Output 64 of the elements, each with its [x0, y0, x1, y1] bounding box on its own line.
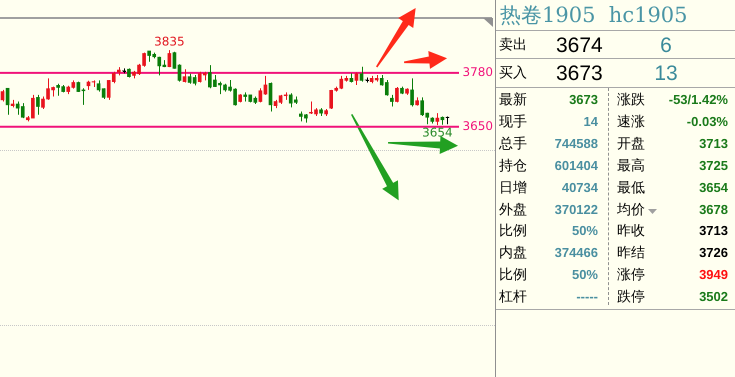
text: 370122 — [554, 200, 598, 218]
text: 内盘 — [499, 244, 527, 262]
text: 昨结 — [617, 244, 645, 262]
text: 最新 — [499, 91, 527, 109]
annotation: 3654 — [422, 125, 453, 140]
text: 比例 — [499, 266, 527, 284]
text: 50% — [570, 222, 598, 240]
text: 日增 — [499, 178, 527, 197]
text: 13 — [653, 62, 679, 86]
text: 3673 — [556, 62, 604, 86]
text: 总手 — [499, 134, 527, 153]
text: 3713 — [698, 134, 728, 153]
text: 均价 — [617, 200, 645, 218]
text: 374466 — [554, 244, 598, 262]
text: 比例 — [499, 222, 527, 240]
y-tick-label: 3650 — [462, 118, 493, 133]
text: 跌停 — [617, 288, 645, 306]
text: 卖出 — [499, 36, 527, 54]
candlestick — [36, 94, 40, 116]
candlestick — [0, 89, 4, 102]
y-tick-label: 3780 — [462, 65, 493, 80]
text: 3502 — [698, 288, 728, 306]
candlestick — [410, 78, 414, 107]
text: 热卷1905 hc1905 — [500, 2, 688, 28]
candlestick — [360, 66, 364, 82]
candlestick — [168, 50, 172, 68]
candlestick — [390, 94, 394, 107]
candlestick — [6, 88, 10, 116]
text: 杠杆 — [499, 288, 527, 306]
text: -53/1.42% — [668, 91, 728, 109]
text: 最低 — [617, 178, 645, 197]
text: 现手 — [499, 112, 527, 131]
text: 14 — [582, 112, 598, 131]
text: 昨收 — [617, 222, 645, 240]
text: 3674 — [556, 34, 604, 58]
text: 涨跌 — [617, 91, 645, 109]
text: 3725 — [698, 156, 728, 175]
text: 最高 — [617, 156, 645, 175]
candlestick — [182, 68, 186, 83]
candlestick — [127, 68, 131, 78]
text: 涨停 — [617, 266, 645, 284]
text: 601404 — [554, 156, 598, 175]
text: 3678 — [698, 200, 728, 218]
text: 速涨 — [617, 112, 645, 131]
text: 买入 — [499, 64, 527, 82]
text: 6 — [659, 34, 673, 58]
text: ----- — [575, 288, 598, 306]
text: -0.03% — [686, 112, 728, 131]
text: 外盘 — [499, 200, 527, 218]
candlestick — [350, 72, 354, 83]
candlestick — [268, 82, 272, 112]
candlestick — [395, 86, 399, 103]
text: 3949 — [698, 266, 728, 284]
text: 开盘 — [617, 134, 645, 153]
text: 744588 — [554, 134, 598, 153]
text: 3726 — [698, 244, 728, 262]
text: 3654 — [698, 178, 728, 197]
text: 持仓 — [499, 156, 527, 175]
text: 50% — [570, 266, 598, 284]
text: 3713 — [698, 222, 728, 240]
annotation: 3835 — [154, 34, 185, 48]
candlestick — [354, 72, 358, 86]
text: 3673 — [568, 91, 598, 109]
text: 40734 — [560, 178, 598, 197]
